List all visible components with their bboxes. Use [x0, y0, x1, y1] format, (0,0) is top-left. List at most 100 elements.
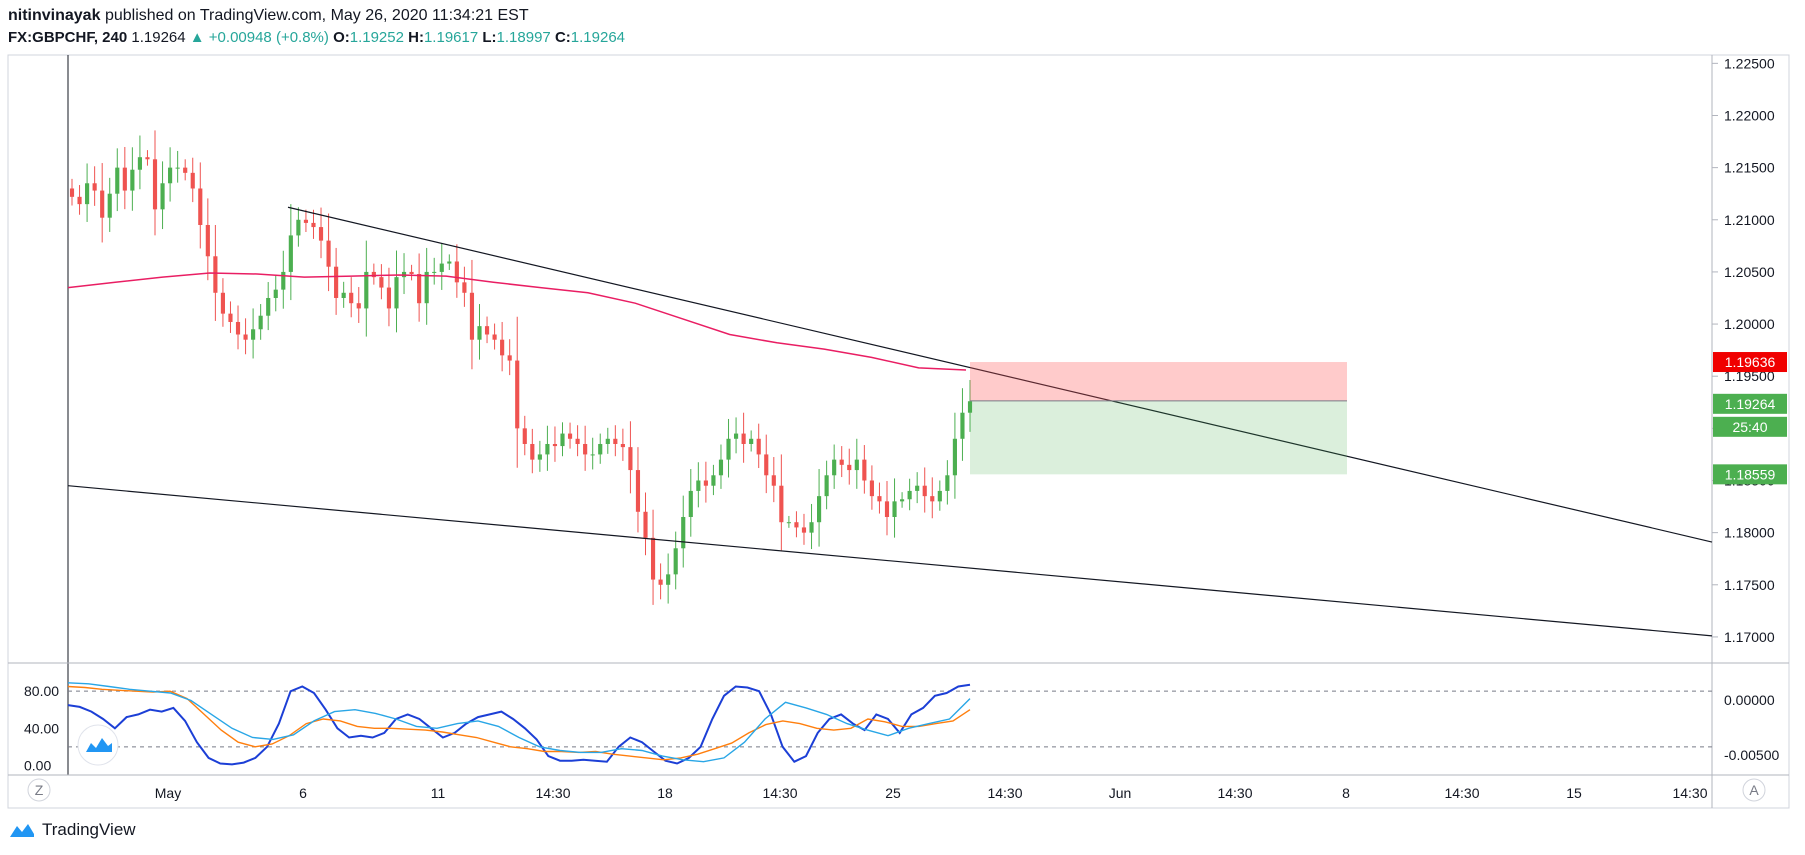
stochastic-k-line[interactable]: [67, 683, 971, 766]
candle[interactable]: [371, 263, 376, 285]
candle[interactable]: [930, 477, 935, 519]
candle[interactable]: [311, 209, 316, 239]
stochastic-j-line[interactable]: [67, 682, 971, 763]
candle[interactable]: [122, 146, 127, 210]
candle[interactable]: [696, 462, 701, 508]
candle[interactable]: [673, 531, 678, 590]
countdown-label[interactable]: 25:40: [1713, 416, 1787, 437]
candle[interactable]: [258, 304, 263, 340]
candle[interactable]: [334, 247, 339, 315]
candle[interactable]: [583, 425, 588, 471]
candle[interactable]: [175, 150, 180, 183]
candle[interactable]: [658, 563, 663, 600]
candle[interactable]: [809, 503, 814, 550]
candle[interactable]: [824, 460, 829, 510]
candle[interactable]: [349, 277, 354, 318]
candle[interactable]: [303, 209, 309, 233]
candle[interactable]: [417, 253, 422, 322]
lower-trendline[interactable]: [67, 485, 1713, 637]
candle[interactable]: [522, 415, 527, 456]
candle[interactable]: [115, 148, 120, 212]
candle[interactable]: [884, 481, 890, 536]
candle[interactable]: [688, 469, 693, 537]
chart-canvas[interactable]: 1.22500 1.22000 1.21500 1.21000 1.20500 1.200…: [0, 0, 1805, 810]
candle[interactable]: [318, 207, 324, 259]
candle[interactable]: [733, 417, 739, 454]
candle[interactable]: [462, 266, 467, 307]
candle[interactable]: [862, 445, 867, 494]
candle[interactable]: [364, 240, 369, 337]
candle[interactable]: [107, 177, 112, 232]
candle[interactable]: [703, 461, 708, 503]
candle[interactable]: [877, 482, 882, 514]
candle[interactable]: [432, 257, 437, 285]
stochastic-d-line[interactable]: [67, 685, 971, 761]
candle[interactable]: [681, 495, 686, 568]
candle[interactable]: [92, 166, 97, 206]
candle[interactable]: [900, 492, 905, 508]
candle[interactable]: [952, 412, 957, 499]
candle[interactable]: [620, 428, 625, 461]
candle[interactable]: [515, 316, 520, 468]
candle[interactable]: [424, 247, 429, 325]
tradingview-logo-icon[interactable]: [77, 724, 119, 766]
candle[interactable]: [915, 472, 920, 504]
candle[interactable]: [575, 425, 580, 457]
upper-trendline[interactable]: [287, 206, 1713, 543]
candle[interactable]: [613, 425, 618, 457]
main-pane[interactable]: [67, 130, 1713, 637]
candle[interactable]: [439, 243, 444, 290]
candle[interactable]: [847, 448, 852, 485]
candle[interactable]: [967, 379, 973, 432]
candle[interactable]: [598, 433, 603, 464]
candle[interactable]: [296, 207, 301, 247]
candle[interactable]: [794, 511, 799, 538]
candle[interactable]: [251, 308, 256, 359]
auto-scale-button[interactable]: A: [1742, 778, 1766, 802]
candle[interactable]: [839, 446, 844, 478]
candle[interactable]: [152, 130, 158, 236]
candle[interactable]: [228, 301, 233, 333]
candle[interactable]: [500, 321, 505, 372]
candle[interactable]: [567, 422, 573, 449]
stop-loss-zone[interactable]: [970, 362, 1347, 401]
candle[interactable]: [198, 162, 203, 249]
candle[interactable]: [666, 553, 671, 604]
candle[interactable]: [326, 213, 331, 292]
last-price-label[interactable]: 1.19264: [1713, 393, 1787, 414]
candle[interactable]: [85, 163, 90, 222]
candle[interactable]: [960, 388, 965, 461]
candle[interactable]: [205, 198, 210, 281]
target-price-label[interactable]: 1.18559: [1713, 464, 1787, 485]
candle[interactable]: [477, 304, 482, 360]
candle[interactable]: [560, 422, 565, 457]
candle[interactable]: [892, 478, 897, 538]
candle[interactable]: [771, 457, 776, 503]
candle[interactable]: [832, 444, 837, 489]
candle[interactable]: [190, 157, 195, 203]
candle[interactable]: [394, 250, 399, 333]
candle[interactable]: [817, 469, 822, 547]
symbol-label[interactable]: FX:GBPCHF, 240: [8, 29, 128, 46]
candle[interactable]: [69, 178, 75, 206]
candle[interactable]: [266, 282, 271, 331]
candle[interactable]: [937, 480, 942, 511]
candle[interactable]: [160, 161, 165, 230]
candle[interactable]: [77, 185, 82, 215]
candle[interactable]: [137, 135, 142, 190]
candle[interactable]: [386, 267, 392, 327]
candle[interactable]: [590, 437, 595, 470]
candle[interactable]: [507, 339, 512, 376]
candle[interactable]: [379, 264, 384, 300]
candle[interactable]: [273, 274, 278, 312]
candle[interactable]: [130, 147, 135, 211]
candle[interactable]: [749, 430, 754, 452]
candle[interactable]: [469, 259, 475, 370]
candle[interactable]: [341, 281, 346, 308]
candle[interactable]: [530, 428, 535, 474]
candle[interactable]: [183, 159, 188, 181]
stop-price-label[interactable]: 1.19636: [1713, 352, 1787, 373]
moving-average-line[interactable]: [67, 272, 967, 371]
zoom-button[interactable]: Z: [27, 778, 51, 802]
candle[interactable]: [779, 454, 784, 551]
